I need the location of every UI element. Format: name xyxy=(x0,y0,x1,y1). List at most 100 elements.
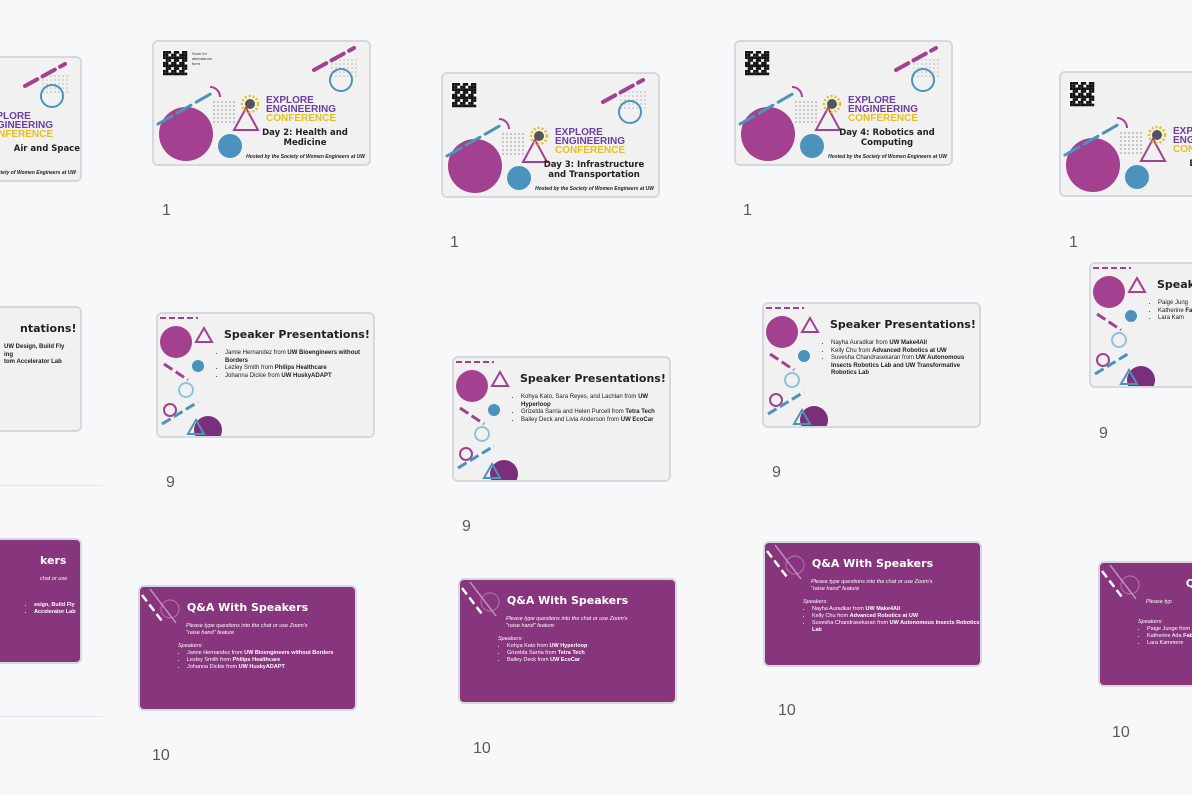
brand-line: ENGINEERING xyxy=(266,104,337,115)
day-title: Day 4: Robotics and Computing xyxy=(839,128,935,148)
bullet-text: Nayha Auradkar from xyxy=(831,340,888,346)
host-line: Hosted by the Society of Women Engineers… xyxy=(246,154,365,160)
speakers-label: Speakers: xyxy=(1138,619,1163,625)
slide-thumbnail[interactable]: Speaker Presentations! Jamie Hernandez fr… xyxy=(156,312,375,438)
page-number: 1 xyxy=(162,202,171,219)
speakers-label: Speakers: xyxy=(498,636,523,642)
slide-thumbnail[interactable]: Q&A W Please typ Speakers:Paige Junge from… xyxy=(1098,561,1192,687)
bullet-org: Accelerator Lab xyxy=(34,609,76,615)
bullet-org: Advanced Robotics at UW xyxy=(872,347,947,354)
bullet: Lara Kammere xyxy=(1147,640,1192,647)
bullet: ing xyxy=(4,351,80,360)
bullet: UW Design, Build Fly xyxy=(4,344,80,352)
slide-title: Speak xyxy=(1157,278,1192,291)
bullet-list: UW Design, Build Flyingtom Accelerator L… xyxy=(0,344,80,367)
brand-line: CONFERENCE xyxy=(555,145,626,156)
bullet: Johanna Dickie from UW HuskyADAPT xyxy=(187,664,355,671)
bullet-text: Kelly Chu from xyxy=(831,347,871,354)
bullet-org: UW HuskyADAPT xyxy=(238,664,285,670)
prompt: Please type questions into the chat or u… xyxy=(186,623,308,636)
brand-line: CONFERENCE xyxy=(0,129,54,140)
bullet: Katherine Ada Fabrication La xyxy=(1147,633,1192,640)
bullet-org: Philips Healthcare xyxy=(274,365,327,371)
slide-thumbnail[interactable]: Q&A With Speakers Please type questions i… xyxy=(458,578,677,704)
bullet: Paige Junge from xyxy=(1147,626,1192,633)
bullet: tom Accelerator Lab xyxy=(4,359,80,367)
slide-title: Q&A With Speakers xyxy=(506,594,629,607)
brand-line: CONFERENCE xyxy=(848,113,919,124)
bullet: Johanna Dickie from UW HuskyADAPT xyxy=(225,373,370,381)
brand-line: EXPLORE xyxy=(266,95,314,106)
page-number: 10 xyxy=(152,747,170,764)
bullet: Lezley Smith from Philips Healthcare xyxy=(187,657,355,664)
slide-title: Q&A W xyxy=(1100,577,1192,590)
bullet: Accelerator Lab xyxy=(34,609,80,616)
host-line: Hosted by the Society of Women Engineers… xyxy=(535,186,654,192)
slide-thumbnail[interactable]: EXPLORE ENGINEERING CONFERENCE Day 3: Infra… xyxy=(441,72,660,198)
page-number: 1 xyxy=(450,234,459,251)
slide-title: ntations! xyxy=(20,322,77,335)
slide-decoration xyxy=(766,307,828,426)
bullet: Paige Jung xyxy=(1158,300,1192,308)
bullet: Nayha Auradkar from UW Make4All xyxy=(812,606,980,613)
bullet-text: Jamie Hernandez from xyxy=(225,350,286,356)
bullet-text: Lezley Smith from xyxy=(187,657,232,663)
page-number: 10 xyxy=(1112,724,1130,741)
brand-line: CONFERENCE xyxy=(266,113,337,124)
bullet-text: Lara Kam xyxy=(1158,315,1185,321)
bullet-org: UW Bioengineers without Borders xyxy=(225,350,361,364)
bullet-org: Fabrication xyxy=(1185,307,1192,314)
slide-thumbnail[interactable]: Scan for attendance form EXPLORE ENGINEERI… xyxy=(152,40,371,166)
bullet-list: Jamie Hernandez from UW Bioengineers wit… xyxy=(178,650,355,671)
slide-thumbnail[interactable]: Speaker Presentations! Kohya Kato, Sara R… xyxy=(452,356,671,482)
slide-thumbnail[interactable]: Q&A With Speakers Please type questions i… xyxy=(138,585,357,711)
slide-title: kers xyxy=(40,554,67,567)
bullet-text: Kohya Kato, Sara Reyes, and Lachlan from xyxy=(521,394,637,400)
slide-thumbnail[interactable]: Q&A With Speakers Please type questions i… xyxy=(763,541,982,667)
slide-decoration xyxy=(738,46,939,161)
page-number: 1 xyxy=(743,202,752,219)
bullet: Katherine Fabrication xyxy=(1158,308,1192,316)
bullet-org: UW Hyperloop xyxy=(521,394,649,408)
bullet-org: UW Hyperloop xyxy=(549,643,588,649)
day-title: Air and Space xyxy=(13,144,80,154)
slide-thumbnail[interactable]: ntations! UW Design, Build Flyingtom Acce… xyxy=(0,306,82,432)
bullet-org: UW EcoCar xyxy=(550,657,581,663)
bullet-list: Kohya Kato from UW HyperloopGrizelda Sar… xyxy=(498,643,675,664)
bullet-text: Johanna Dickie from xyxy=(225,372,280,379)
slide-title: Q&A With Speakers xyxy=(186,601,309,614)
page-number: 10 xyxy=(778,702,796,719)
bullet: Kohya Kato from UW Hyperloop xyxy=(507,643,675,650)
slide-decoration xyxy=(456,361,518,480)
page-number: 9 xyxy=(772,464,781,481)
bullet-text: Bailey Deck and Livia Anderson from xyxy=(521,416,620,423)
bullet: Bailey Deck from UW EcoCar xyxy=(507,657,675,664)
bullet-org: ing xyxy=(4,351,13,358)
bullet: Kohya Kato, Sara Reyes, and Lachlan from… xyxy=(521,394,666,409)
bullet-org: UW Design, Build Fly xyxy=(4,344,65,350)
slide-thumbnail[interactable]: kers chat or use esign, Build FlyAccelerat… xyxy=(0,538,82,664)
bullet-text: Suvesha Chandrasekaran from xyxy=(831,355,915,361)
slide-decoration xyxy=(766,544,805,580)
slide-thumbnail[interactable]: Speaker Presentations! Nayha Auradkar fro… xyxy=(762,302,981,428)
bullet: Jamie Hernandez from UW Bioengineers wit… xyxy=(187,650,355,657)
bullet: Lezley Smith from Philips Healthcare xyxy=(225,365,370,373)
bullet-text: Paige Jung xyxy=(1158,300,1189,306)
bullet-org: tom Accelerator Lab xyxy=(4,359,62,365)
slide-thumbnail[interactable]: Speak Paige Jung Katherine FabricationLara… xyxy=(1089,262,1192,388)
host-line: Hosted by the Society of Women Engineers… xyxy=(828,154,947,160)
bullet-text: Jamie Hernandez from xyxy=(187,650,243,656)
prompt: Please type questions into the chat or u… xyxy=(506,616,628,629)
host-line: Hosted by the Society of Women Engineers… xyxy=(0,170,76,176)
brand-line: EXPLORE xyxy=(0,111,31,122)
slide-thumbnail[interactable]: EXPLORE ENGINEERING CONFERENCE Day 4: Robot… xyxy=(734,40,953,166)
bullet: Kelly Chu from Advanced Robotics at UW xyxy=(831,348,976,356)
bullet-text: Lara Kammere xyxy=(1147,640,1184,646)
slide-title: Speaker Presentations! xyxy=(224,328,370,341)
bullet-text: Kelly Chu from xyxy=(812,613,849,619)
slide-decoration xyxy=(461,581,500,617)
